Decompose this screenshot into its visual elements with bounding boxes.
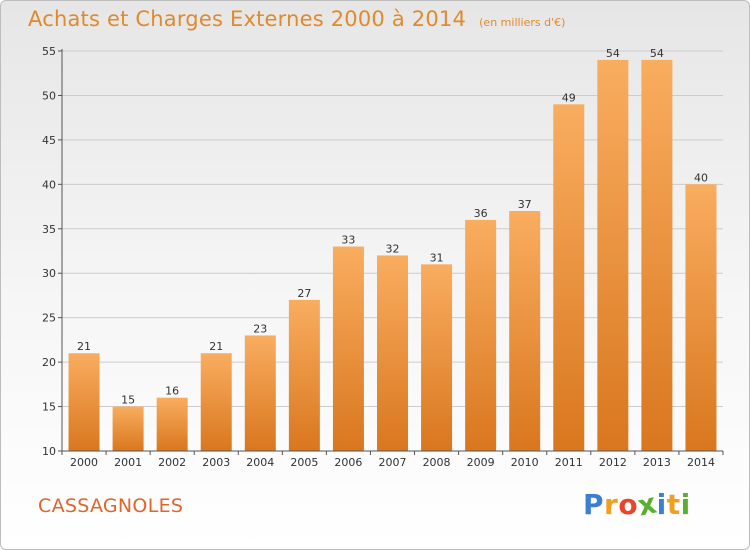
logo-letter: o — [618, 488, 639, 521]
logo-letter: t — [666, 488, 681, 521]
bar — [641, 59, 673, 452]
axes — [58, 49, 724, 455]
bar — [421, 264, 453, 451]
bar — [288, 299, 320, 451]
bar-value-label: 36 — [474, 207, 488, 220]
bar — [685, 184, 717, 452]
bar — [597, 59, 629, 452]
x-tick-label: 2008 — [423, 456, 451, 469]
bar-value-label: 40 — [694, 171, 708, 184]
logo-letter: r — [604, 488, 619, 521]
bars — [68, 59, 717, 452]
bar — [200, 353, 232, 451]
x-tick-label: 2003 — [202, 456, 230, 469]
title-row: Achats et Charges Externes 2000 à 2014 (… — [28, 7, 565, 31]
commune-name: CASSAGNOLES — [38, 495, 184, 517]
bar-value-label: 16 — [165, 385, 179, 398]
y-tick-label: 10 — [42, 445, 56, 458]
y-tick-label: 25 — [42, 312, 56, 325]
proxiti-logo: Proxiti — [583, 486, 691, 522]
bar-value-label: 54 — [606, 47, 620, 60]
bar-value-label: 15 — [121, 394, 135, 407]
y-tick-label: 35 — [42, 223, 56, 236]
chart-title: Achats et Charges Externes 2000 à 2014 — [28, 7, 467, 31]
bar-value-label: 31 — [430, 251, 444, 264]
x-tick-label: 2006 — [334, 456, 362, 469]
bar-value-label: 21 — [209, 340, 223, 353]
x-tick-label: 2005 — [290, 456, 318, 469]
bar-value-label: 27 — [297, 287, 311, 300]
x-tick-label: 2014 — [687, 456, 715, 469]
bar-value-label: 23 — [253, 322, 267, 335]
bar — [68, 353, 100, 451]
x-tick-label: 2013 — [643, 456, 671, 469]
bar — [332, 246, 364, 451]
bar-value-label: 32 — [386, 242, 400, 255]
y-tick-label: 45 — [42, 134, 56, 147]
bar-value-label: 21 — [77, 340, 91, 353]
x-tick-label: 2012 — [599, 456, 627, 469]
logo-letter: i — [680, 488, 691, 521]
x-tick-label: 2010 — [511, 456, 539, 469]
bar — [244, 335, 276, 451]
bar — [112, 406, 144, 451]
labels: 10 15 20 25 30 35 40 45 50 55 21 2000 15 2001 16 2002 21… — [42, 45, 715, 469]
logo-letter: P — [583, 488, 605, 521]
x-tick-label: 2002 — [158, 456, 186, 469]
y-tick-label: 15 — [42, 401, 56, 414]
x-tick-label: 2011 — [555, 456, 583, 469]
bar — [156, 397, 188, 451]
y-tick-label: 20 — [42, 356, 56, 369]
bar — [553, 104, 585, 451]
y-tick-label: 30 — [42, 267, 56, 280]
logo-letter: i — [656, 488, 667, 521]
bar-value-label: 33 — [341, 234, 355, 247]
bar-value-label: 37 — [518, 198, 532, 211]
x-tick-label: 2007 — [379, 456, 407, 469]
x-tick-label: 2001 — [114, 456, 142, 469]
y-tick-label: 40 — [42, 178, 56, 191]
bar — [377, 255, 408, 451]
x-tick-label: 2009 — [467, 456, 495, 469]
bar — [509, 211, 541, 451]
y-tick-label: 55 — [42, 45, 56, 58]
y-tick-label: 50 — [42, 89, 56, 102]
chart-unit: (en milliers d'€) — [479, 16, 566, 29]
bar-value-label: 54 — [650, 47, 664, 60]
bar — [465, 219, 497, 451]
bar-value-label: 49 — [562, 91, 576, 104]
x-tick-label: 2004 — [246, 456, 274, 469]
x-tick-label: 2000 — [70, 456, 98, 469]
